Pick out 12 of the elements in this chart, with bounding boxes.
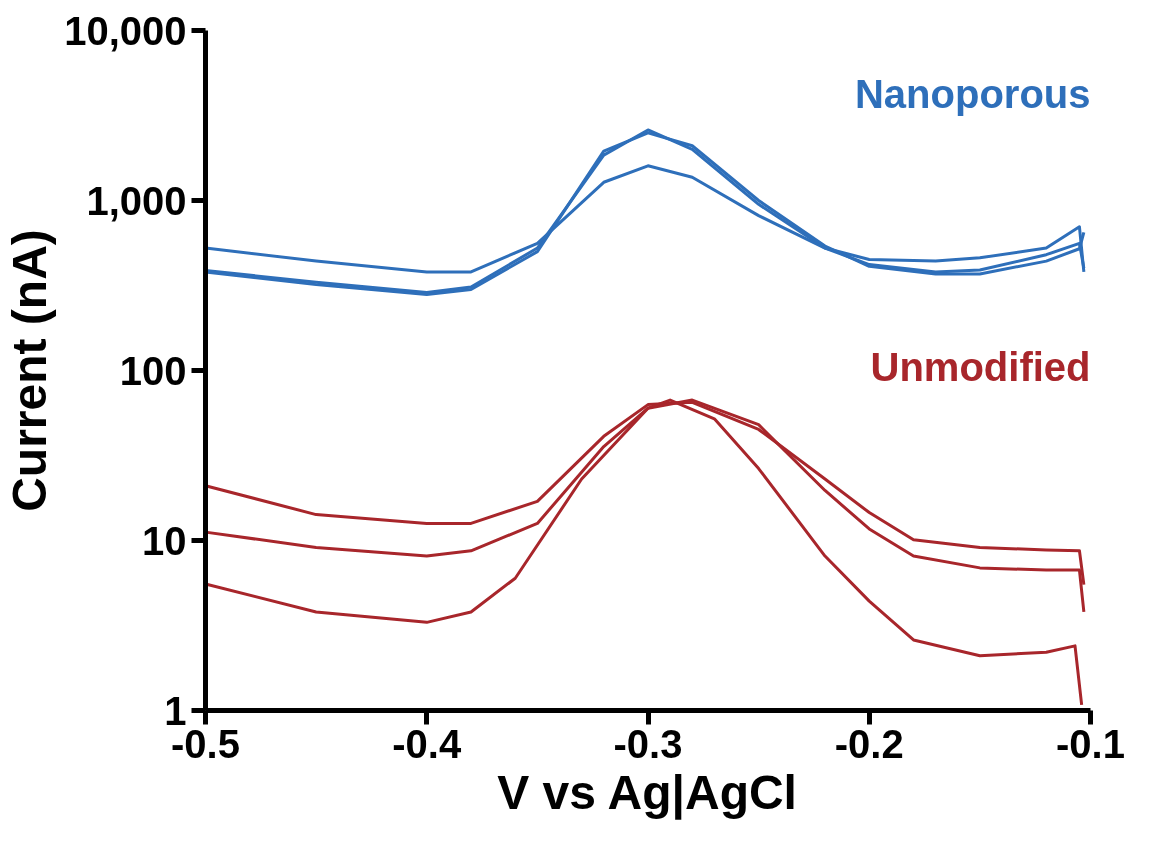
x-axis-title: V vs Ag|AgCl (497, 765, 797, 820)
y-axis-title: Current (nA) (3, 229, 57, 512)
x-tick-label: -0.4 (392, 721, 462, 766)
y-tick-label: 10,000 (64, 8, 187, 53)
x-tick-label: -0.1 (1056, 721, 1125, 766)
y-tick-label: 1,000 (86, 178, 187, 223)
y-tick-label: 100 (119, 348, 187, 393)
y-tick-label: 10 (142, 518, 187, 563)
x-tick-label: -0.3 (613, 721, 683, 766)
x-tick-label: -0.2 (834, 721, 904, 766)
text: Unmodified (870, 344, 1091, 389)
text: Nanoporous (854, 72, 1091, 117)
